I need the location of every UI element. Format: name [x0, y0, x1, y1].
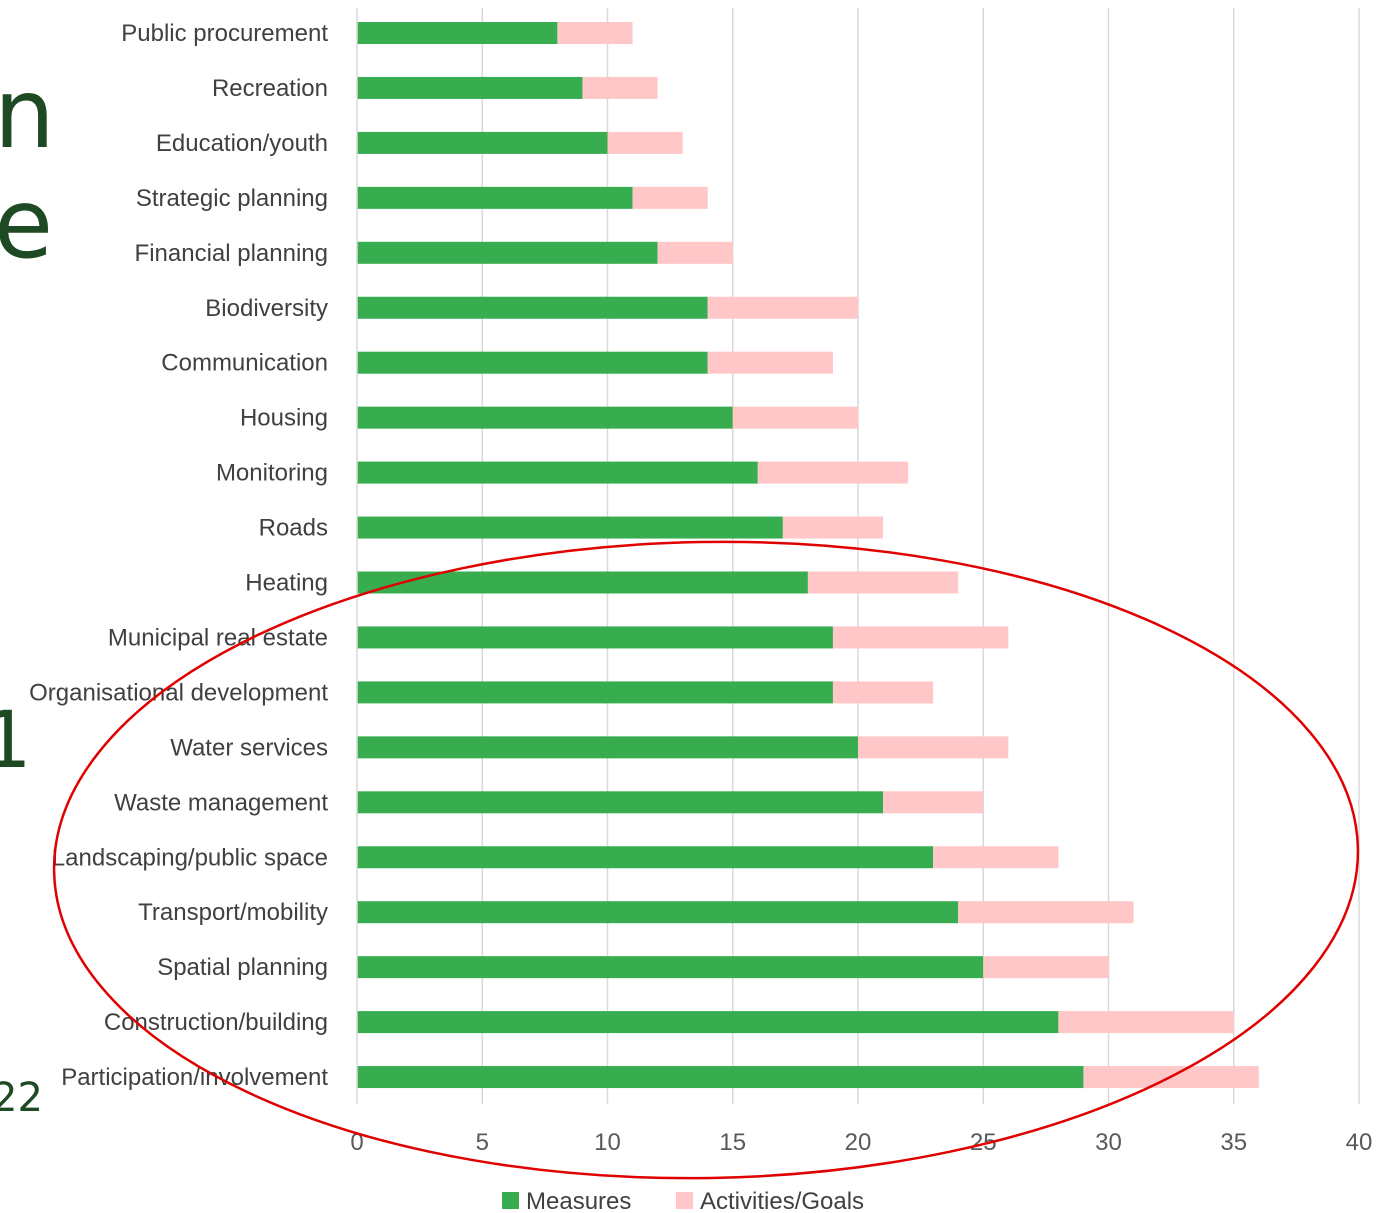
category-label: Transport/mobility: [138, 899, 328, 926]
category-label: Municipal real estate: [108, 624, 328, 651]
category-label: Education/youth: [156, 130, 328, 157]
bar-measures-11: [357, 571, 808, 594]
bar-activities-5: [657, 241, 733, 264]
bar-activities-18: [983, 956, 1109, 979]
category-label: Financial planning: [135, 240, 328, 267]
bar-measures-8: [357, 406, 733, 429]
background-slide-text-n: n: [0, 58, 55, 170]
bar-activities-16: [933, 846, 1059, 869]
category-label: Monitoring: [216, 460, 328, 487]
category-label: Participation/involvement: [61, 1064, 328, 1091]
x-tick-label: 15: [719, 1129, 746, 1156]
background-slide-number: 22: [0, 1075, 43, 1121]
bar-measures-20: [357, 1066, 1084, 1089]
bar-activities-11: [807, 571, 959, 594]
bar-measures-19: [357, 1011, 1059, 1034]
category-label: Recreation: [212, 75, 328, 102]
x-tick-labels: 0 5 10 15 20 25 30 35 40: [350, 1129, 1372, 1156]
background-slide-text-e: e: [0, 168, 54, 280]
bar-activities-7: [707, 351, 833, 374]
bar-measures-6: [357, 296, 708, 319]
bar-measures-13: [357, 681, 833, 704]
bar-activities-19: [1058, 1011, 1234, 1034]
bar-measures-7: [357, 351, 708, 374]
bar-measures-17: [357, 901, 959, 924]
category-labels: Public procurement Recreation Education/yo…: [29, 20, 328, 1091]
highlight-ellipse: [52, 540, 1360, 1180]
bar-measures-15: [357, 791, 884, 814]
category-label: Biodiversity: [205, 295, 328, 322]
bar-activities-9: [757, 461, 909, 484]
bar-activities-17: [958, 901, 1134, 924]
legend-swatch-activities: [676, 1192, 693, 1209]
annotation: [52, 540, 1360, 1180]
bar-measures-4: [357, 186, 633, 209]
x-tick-label: 40: [1346, 1129, 1373, 1156]
bar-activities-12: [832, 626, 1009, 649]
bar-measures-2: [357, 76, 583, 99]
category-label: Construction/building: [104, 1009, 328, 1036]
bar-activities-8: [732, 406, 858, 429]
x-tick-label: 10: [594, 1129, 621, 1156]
bar-measures-16: [357, 846, 934, 869]
legend-label-measures: Measures: [526, 1188, 631, 1213]
bar-measures-3: [357, 131, 608, 154]
bar-measures-14: [357, 736, 858, 759]
x-tick-label: 35: [1220, 1129, 1247, 1156]
category-label: Landscaping/public space: [52, 844, 328, 871]
legend-swatch-measures: [502, 1192, 519, 1209]
bar-activities-4: [632, 186, 708, 209]
category-label: Communication: [161, 350, 328, 377]
bar-activities-14: [858, 736, 1009, 759]
category-label: Spatial planning: [157, 954, 328, 981]
bar-activities-1: [557, 22, 633, 44]
x-tick-label: 0: [350, 1129, 363, 1156]
category-label: Housing: [240, 405, 328, 432]
category-label: Strategic planning: [136, 185, 328, 212]
category-label: Organisational development: [29, 679, 328, 706]
bar-activities-10: [782, 516, 884, 539]
bar-measures-9: [357, 461, 758, 484]
bar-activities-13: [832, 681, 934, 704]
x-tick-label: 5: [476, 1129, 489, 1156]
background-slide-text-1: 1: [0, 696, 32, 786]
legend-label-activities: Activities/Goals: [700, 1188, 864, 1213]
bar-measures-18: [357, 956, 984, 979]
bar-activities-6: [707, 296, 858, 319]
x-tick-label: 20: [845, 1129, 872, 1156]
category-label: Waste management: [114, 789, 328, 816]
category-label: Public procurement: [121, 20, 328, 47]
bar-measures-5: [357, 241, 658, 264]
bar-measures-12: [357, 626, 833, 649]
bar-activities-2: [582, 76, 658, 99]
bar-measures-1: [357, 22, 558, 44]
x-tick-label: 30: [1095, 1129, 1122, 1156]
category-label: Heating: [245, 570, 328, 597]
bar-activities-15: [883, 791, 984, 814]
bars: [357, 22, 1259, 1089]
category-label: Water services: [170, 734, 328, 761]
bar-measures-10: [357, 516, 783, 539]
category-label: Roads: [259, 515, 328, 542]
legend: Measures Activities/Goals: [502, 1188, 864, 1213]
bar-activities-3: [607, 131, 683, 154]
